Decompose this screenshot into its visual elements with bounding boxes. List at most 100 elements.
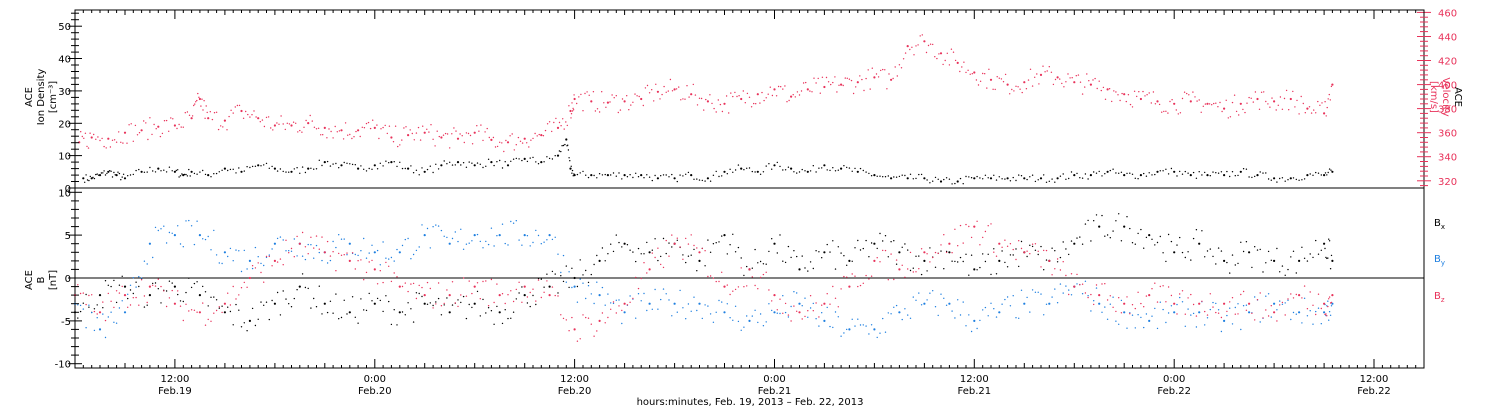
bx-fill-dot	[862, 247, 864, 250]
density-fill-dot	[279, 168, 282, 170]
velocity-point	[1306, 107, 1309, 110]
velocity-fill-dot	[558, 121, 561, 124]
bx-fill-dot	[668, 242, 670, 244]
velocity-fill-dot	[434, 145, 436, 147]
bx-fill-dot	[1018, 265, 1020, 268]
density-fill-dot	[759, 173, 762, 175]
by-fill-dot	[1087, 295, 1089, 297]
by-fill-dot	[1287, 299, 1289, 301]
by-fill-dot	[79, 304, 82, 307]
bz-fill-dot	[390, 280, 393, 283]
velocity-fill-dot	[948, 64, 951, 66]
by-fill-dot	[113, 321, 115, 323]
bx-fill-dot	[82, 302, 85, 304]
velocity-fill-dot	[494, 146, 497, 148]
velocity-fill-dot	[621, 98, 624, 100]
bx-fill-dot	[501, 322, 504, 325]
velocity-point	[423, 131, 426, 134]
by-fill-dot	[343, 238, 345, 240]
bx-fill-dot	[1259, 248, 1261, 251]
by-fill-dot	[160, 228, 162, 230]
density-point	[207, 174, 210, 177]
by-fill-dot	[1317, 307, 1320, 309]
bz-fill-dot	[371, 259, 373, 262]
density-fill-dot	[1276, 181, 1278, 183]
velocity-fill-dot	[351, 137, 353, 140]
density-fill-dot	[235, 172, 237, 174]
bz-fill-dot	[482, 280, 484, 283]
velocity-fill-dot	[1288, 109, 1290, 111]
bx-fill-dot	[1118, 213, 1120, 215]
bx-fill-dot	[232, 324, 234, 326]
bx-fill-dot	[415, 292, 418, 294]
velocity-fill-dot	[1198, 99, 1200, 101]
density-fill-dot	[388, 162, 390, 164]
bz-point	[348, 259, 351, 262]
bx-fill-dot	[868, 256, 870, 258]
bx-fill-dot	[1009, 254, 1012, 256]
bz-fill-dot	[854, 275, 856, 277]
bz-fill-dot	[671, 234, 673, 236]
bx-fill-dot	[371, 300, 373, 302]
bz-fill-dot	[412, 282, 415, 285]
velocity-fill-dot	[992, 88, 994, 91]
density-point	[756, 170, 759, 173]
velocity-fill-dot	[659, 98, 661, 100]
bx-fill-dot	[718, 241, 720, 243]
density-point	[290, 170, 293, 173]
bx-point	[348, 311, 351, 314]
density-fill-dot	[1045, 181, 1048, 183]
bx-fill-dot	[579, 259, 581, 261]
bx-fill-dot	[332, 312, 334, 314]
bz-fill-dot	[993, 251, 995, 253]
velocity-fill-dot	[286, 122, 288, 125]
velocity-fill-dot	[118, 131, 120, 133]
by-fill-dot	[288, 250, 290, 252]
bz-point	[1323, 302, 1326, 305]
velocity-fill-dot	[1325, 115, 1327, 117]
velocity-fill-dot	[882, 68, 884, 71]
velocity-fill-dot	[478, 130, 480, 132]
velocity-fill-dot	[861, 78, 863, 81]
by-fill-dot	[210, 249, 212, 251]
velocity-fill-dot	[684, 98, 686, 100]
velocity-fill-dot	[1009, 93, 1011, 95]
velocity-fill-dot	[1304, 112, 1307, 114]
by-fill-dot	[485, 240, 487, 243]
bx-fill-dot	[313, 297, 315, 300]
bx-fill-dot	[876, 247, 878, 250]
density-fill-dot	[535, 161, 537, 163]
bz-fill-dot	[904, 276, 906, 278]
density-fill-dot	[285, 171, 287, 173]
bz-point	[723, 285, 726, 288]
by-point	[1023, 302, 1026, 305]
bz-fill-dot	[93, 310, 96, 313]
bz-fill-dot	[510, 290, 512, 292]
bx-fill-dot	[110, 285, 112, 288]
bz-fill-dot	[1317, 293, 1320, 295]
bx-fill-dot	[1231, 254, 1234, 256]
density-fill-dot	[1195, 177, 1198, 179]
density-fill-dot	[601, 174, 604, 176]
b-axis-tick-label: -10	[55, 360, 71, 371]
velocity-fill-dot	[120, 141, 122, 143]
by-fill-dot	[407, 237, 409, 240]
velocity-fill-dot	[894, 66, 896, 68]
bx-fill-dot	[268, 318, 270, 321]
by-point	[1173, 311, 1176, 314]
top-left-label-line1: ACE	[24, 87, 35, 107]
bz-fill-dot	[1320, 307, 1323, 310]
velocity-fill-dot	[115, 141, 118, 143]
bx-point	[998, 259, 1001, 262]
bx-fill-dot	[818, 251, 820, 253]
velocity-fill-dot	[191, 115, 194, 117]
bx-fill-dot	[1093, 220, 1095, 222]
bx-fill-dot	[546, 273, 548, 275]
density-fill-dot	[834, 170, 837, 172]
by-fill-dot	[177, 225, 179, 227]
density-fill-dot	[865, 171, 867, 173]
velocity-fill-dot	[526, 142, 528, 144]
bx-fill-dot	[1281, 265, 1284, 267]
bx-fill-dot	[1190, 259, 1192, 261]
velocity-fill-dot	[971, 73, 973, 75]
